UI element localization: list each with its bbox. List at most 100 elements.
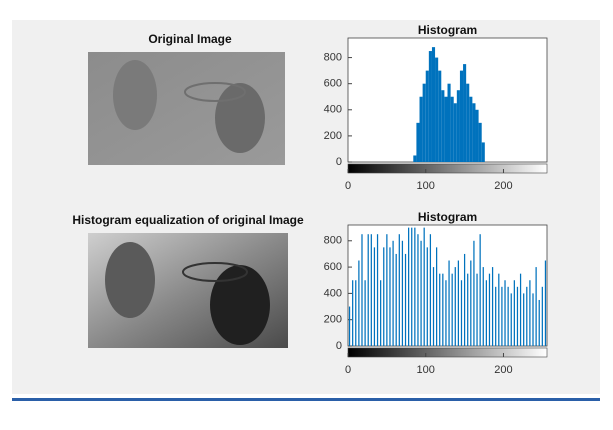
histogram-bar bbox=[392, 240, 394, 346]
histogram-bar bbox=[413, 155, 417, 162]
histogram-bar bbox=[448, 260, 450, 346]
histogram-bar bbox=[447, 83, 451, 162]
chart-title: Histogram bbox=[418, 23, 477, 37]
histogram-bar bbox=[380, 280, 382, 346]
histogram-bar bbox=[535, 267, 537, 346]
y-tick-label: 600 bbox=[324, 78, 342, 90]
y-tick-label: 600 bbox=[324, 261, 342, 273]
histogram-bar bbox=[544, 260, 547, 346]
histogram-bar bbox=[466, 83, 470, 162]
x-tick-label: 200 bbox=[494, 364, 512, 376]
x-tick-label: 200 bbox=[494, 180, 512, 192]
histogram-bar bbox=[456, 90, 460, 162]
histogram-bar bbox=[431, 47, 436, 162]
histogram-bar bbox=[401, 240, 404, 346]
colorbar bbox=[347, 347, 548, 358]
histogram-bar bbox=[355, 280, 357, 346]
histogram-bar bbox=[476, 273, 478, 346]
histogram-bar bbox=[361, 234, 363, 346]
histogram-bar bbox=[507, 286, 509, 346]
histogram-bar bbox=[453, 103, 457, 162]
histogram-bar bbox=[532, 293, 534, 346]
histogram-bar bbox=[352, 280, 354, 346]
y-tick-label: 200 bbox=[324, 130, 342, 142]
x-tick-label: 100 bbox=[417, 180, 435, 192]
histogram-bar bbox=[459, 70, 464, 162]
histogram-bar bbox=[454, 267, 456, 346]
histogram-bar bbox=[364, 280, 366, 346]
histogram-bar bbox=[501, 286, 503, 346]
histogram-bar bbox=[414, 227, 416, 346]
histogram-bar bbox=[473, 240, 475, 346]
histogram-bar bbox=[348, 306, 351, 346]
histogram-bar bbox=[398, 234, 400, 346]
histogram-bar bbox=[419, 96, 423, 162]
histogram-bar bbox=[478, 122, 482, 162]
histogram-bar bbox=[457, 260, 460, 346]
histogram-bar bbox=[420, 240, 422, 346]
histogram-bar bbox=[513, 280, 515, 346]
histogram-bar bbox=[472, 103, 476, 162]
histogram-bar bbox=[469, 96, 473, 162]
histogram-bar bbox=[526, 286, 528, 346]
x-tick-label: 0 bbox=[345, 364, 351, 376]
histogram-bar bbox=[389, 247, 391, 346]
y-tick-label: 400 bbox=[324, 287, 342, 299]
histogram-bar bbox=[482, 267, 484, 346]
image-original bbox=[88, 52, 285, 165]
histogram-bar bbox=[426, 247, 428, 346]
histogram-bar bbox=[376, 234, 379, 346]
histogram-bar bbox=[463, 253, 466, 346]
histogram-bar bbox=[432, 267, 435, 346]
histogram-bar bbox=[423, 227, 425, 346]
histogram-bar bbox=[519, 273, 522, 346]
histogram-bar bbox=[467, 273, 469, 346]
histogram-bar bbox=[498, 273, 500, 346]
histogram-bar bbox=[460, 280, 463, 346]
histogram-bar bbox=[422, 83, 426, 162]
histogram-bar bbox=[428, 51, 432, 163]
histogram-bar bbox=[408, 227, 410, 346]
x-tick-label: 0 bbox=[345, 180, 351, 192]
histogram-bar bbox=[470, 260, 472, 346]
histogram-bar bbox=[370, 234, 372, 346]
histogram-bar bbox=[444, 96, 448, 162]
histogram-bar bbox=[541, 286, 543, 346]
histogram-bar bbox=[450, 96, 454, 162]
histogram-bar bbox=[504, 280, 506, 346]
histogram-bar bbox=[481, 142, 485, 162]
histogram-bar bbox=[386, 234, 388, 346]
histogram-bar bbox=[538, 299, 540, 346]
histogram-bar bbox=[491, 267, 494, 346]
y-tick-label: 200 bbox=[324, 314, 342, 326]
histogram-bar bbox=[358, 260, 360, 346]
histogram-bar bbox=[516, 286, 519, 346]
histogram-bar bbox=[438, 70, 442, 162]
histogram-bar bbox=[479, 234, 481, 346]
histogram-bar bbox=[510, 293, 512, 346]
y-tick-label: 800 bbox=[324, 235, 342, 247]
histogram-bar bbox=[529, 280, 531, 346]
histogram-bar bbox=[445, 280, 447, 346]
image-title: Original Image bbox=[148, 32, 232, 46]
histogram-bar bbox=[435, 247, 438, 346]
histogram-bar bbox=[367, 234, 369, 346]
histogram-bar bbox=[395, 253, 397, 346]
histogram-bar bbox=[425, 70, 429, 162]
histogram-bar bbox=[442, 273, 444, 346]
histogram-bar bbox=[475, 109, 479, 162]
colorbar bbox=[347, 163, 548, 174]
y-tick-label: 800 bbox=[324, 51, 342, 63]
histogram-bar bbox=[451, 273, 453, 346]
histogram-bar bbox=[439, 273, 441, 346]
histogram-bar bbox=[485, 280, 487, 346]
histogram-bar bbox=[488, 273, 491, 346]
y-tick-label: 0 bbox=[336, 156, 342, 168]
histogram-bar bbox=[404, 253, 407, 346]
y-tick-label: 0 bbox=[336, 340, 342, 352]
histogram-bar bbox=[435, 57, 439, 162]
histogram-bar bbox=[495, 286, 497, 346]
histogram-bar bbox=[416, 122, 420, 162]
histogram-bar bbox=[373, 247, 376, 346]
